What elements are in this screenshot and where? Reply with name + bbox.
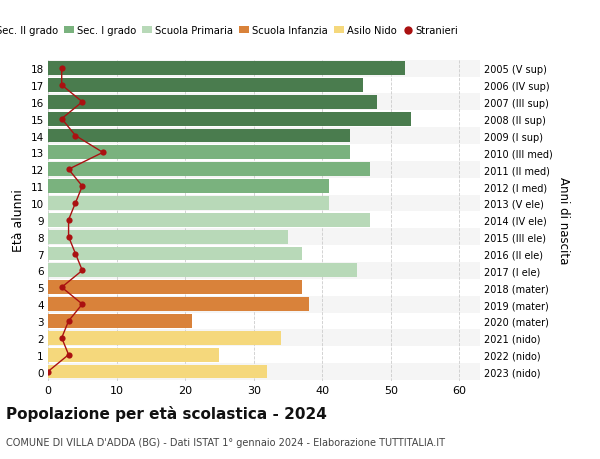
Legend: Sec. II grado, Sec. I grado, Scuola Primaria, Scuola Infanzia, Asilo Nido, Stran: Sec. II grado, Sec. I grado, Scuola Prim… bbox=[0, 26, 458, 36]
Point bbox=[64, 351, 73, 358]
Bar bbox=[48, 212, 480, 229]
Point bbox=[77, 267, 87, 274]
Bar bbox=[48, 246, 480, 263]
Point bbox=[77, 183, 87, 190]
Point bbox=[71, 200, 80, 207]
Bar bbox=[48, 213, 370, 227]
Bar bbox=[48, 162, 480, 178]
Y-axis label: Età alunni: Età alunni bbox=[12, 189, 25, 252]
Bar bbox=[48, 263, 480, 279]
Bar bbox=[48, 314, 192, 328]
Bar bbox=[48, 347, 480, 364]
Bar bbox=[48, 77, 480, 94]
Bar bbox=[48, 195, 480, 212]
Point bbox=[98, 149, 107, 157]
Text: Popolazione per età scolastica - 2024: Popolazione per età scolastica - 2024 bbox=[6, 405, 327, 421]
Bar bbox=[48, 112, 412, 126]
Point bbox=[64, 166, 73, 174]
Point bbox=[77, 99, 87, 106]
Text: COMUNE DI VILLA D'ADDA (BG) - Dati ISTAT 1° gennaio 2024 - Elaborazione TUTTITAL: COMUNE DI VILLA D'ADDA (BG) - Dati ISTAT… bbox=[6, 437, 445, 447]
Bar bbox=[48, 94, 480, 111]
Bar bbox=[48, 296, 480, 313]
Bar bbox=[48, 95, 377, 109]
Bar bbox=[48, 348, 220, 362]
Point bbox=[64, 318, 73, 325]
Bar bbox=[48, 111, 480, 128]
Point bbox=[57, 284, 67, 291]
Bar bbox=[48, 279, 480, 296]
Point bbox=[57, 116, 67, 123]
Point bbox=[57, 335, 67, 342]
Point bbox=[71, 133, 80, 140]
Bar bbox=[48, 281, 302, 295]
Bar bbox=[48, 365, 268, 379]
Bar bbox=[48, 264, 356, 278]
Bar bbox=[48, 364, 480, 380]
Bar bbox=[48, 163, 370, 177]
Bar bbox=[48, 178, 480, 195]
Bar bbox=[48, 128, 480, 145]
Point bbox=[71, 250, 80, 257]
Bar bbox=[48, 247, 302, 261]
Point bbox=[57, 82, 67, 90]
Point bbox=[57, 65, 67, 73]
Bar bbox=[48, 331, 281, 345]
Point bbox=[64, 234, 73, 241]
Bar bbox=[48, 79, 364, 93]
Y-axis label: Anni di nascita: Anni di nascita bbox=[557, 177, 569, 264]
Bar bbox=[48, 146, 350, 160]
Bar bbox=[48, 196, 329, 210]
Bar bbox=[48, 129, 350, 143]
Bar bbox=[48, 229, 480, 246]
Point bbox=[77, 301, 87, 308]
Bar bbox=[48, 62, 404, 76]
Bar bbox=[48, 313, 480, 330]
Bar bbox=[48, 180, 329, 194]
Bar bbox=[48, 330, 480, 347]
Point bbox=[64, 217, 73, 224]
Bar bbox=[48, 230, 288, 244]
Bar bbox=[48, 145, 480, 162]
Bar bbox=[48, 297, 308, 311]
Bar bbox=[48, 61, 480, 77]
Point bbox=[43, 368, 53, 375]
